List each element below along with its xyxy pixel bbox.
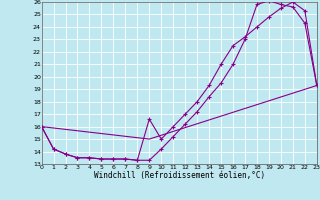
X-axis label: Windchill (Refroidissement éolien,°C): Windchill (Refroidissement éolien,°C) — [94, 171, 265, 180]
